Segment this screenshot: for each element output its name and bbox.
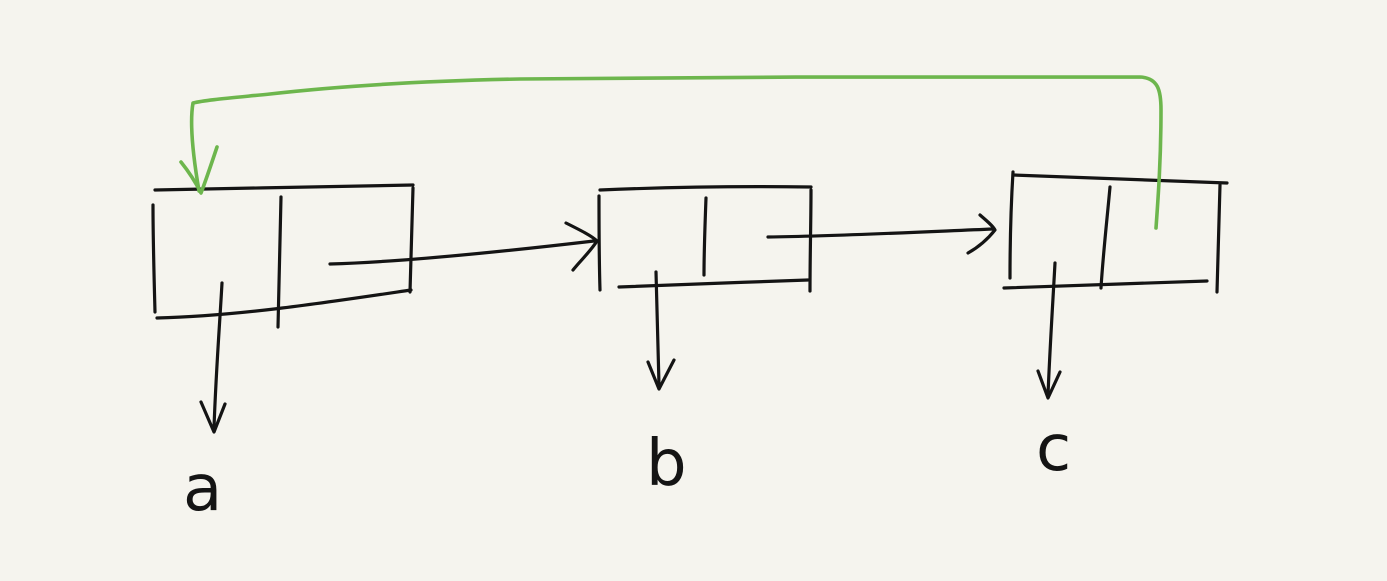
node-1-top-edge <box>153 183 415 192</box>
next-link-node-1-to-node-2 <box>328 221 599 272</box>
node-2-value-arrowhead <box>646 358 676 391</box>
node-3-right-edge <box>1215 183 1222 294</box>
node-3-value-label: c <box>1036 412 1071 486</box>
circular-link-shaft <box>189 74 1163 230</box>
list-node-2 <box>597 185 813 391</box>
next-link-1-arrowhead <box>564 221 599 272</box>
node-3-top-edge <box>1011 173 1229 185</box>
node-2-left-edge <box>597 194 602 292</box>
circular-link-arrowhead <box>179 145 219 195</box>
node-1-value-pointer <box>212 281 224 430</box>
node-3-value-arrowhead <box>1036 369 1062 400</box>
node-3-left-edge <box>1008 170 1015 280</box>
next-link-2-shaft <box>766 227 995 239</box>
node-1-value-arrowhead <box>199 400 227 434</box>
circular-link-node-3-to-node-1 <box>179 74 1163 230</box>
list-node-3 <box>1002 170 1229 400</box>
node-1-bottom-edge <box>155 288 413 320</box>
next-link-2-arrowhead <box>966 213 997 255</box>
list-node-1 <box>151 183 415 434</box>
node-2-divider <box>702 196 708 277</box>
node-2-bottom-edge <box>617 278 810 289</box>
node-2-right-edge <box>808 188 813 293</box>
node-3-bottom-edge <box>1002 279 1209 290</box>
next-link-node-2-to-node-3 <box>766 213 997 255</box>
node-1-value-label: a <box>183 452 222 526</box>
next-link-1-shaft <box>328 239 596 266</box>
node-1-divider <box>276 195 283 329</box>
node-1-left-edge <box>151 203 157 314</box>
node-2-value-label: b <box>646 427 687 501</box>
node-3-value-pointer <box>1046 261 1057 397</box>
node-3-divider <box>1099 185 1112 290</box>
node-2-top-edge <box>598 185 813 192</box>
node-1-right-edge <box>408 186 415 294</box>
node-2-value-pointer <box>654 270 661 387</box>
